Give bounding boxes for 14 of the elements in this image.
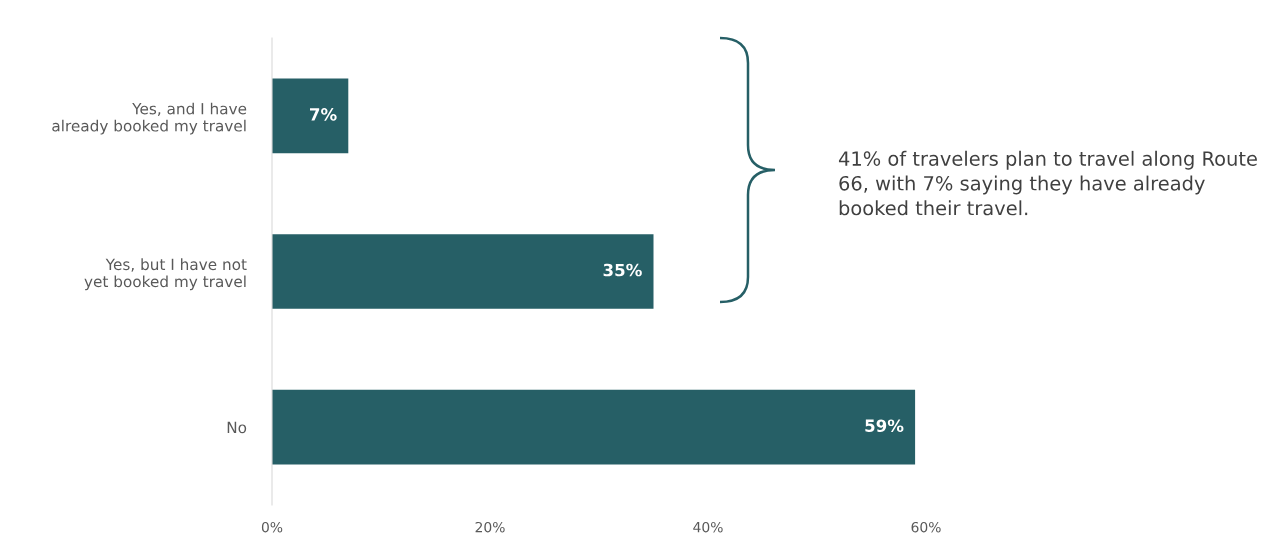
x-tick-label: 60% <box>911 521 941 533</box>
x-tick-label: 0% <box>261 521 283 533</box>
bar <box>272 389 916 465</box>
y-tick-label: Yes, and I have already booked my travel <box>52 102 247 135</box>
data-label: 35% <box>603 263 642 277</box>
annotation: 41% of travelers plan to travel along Route 66, with 7% saying they have already booked their travel. <box>838 150 1257 216</box>
data-label: 7% <box>310 108 337 121</box>
bar <box>272 234 654 309</box>
x-tick-label: 20% <box>475 521 505 533</box>
data-label: 59% <box>865 419 904 432</box>
y-tick-label: Yes, but I have not yet booked my travel <box>84 258 247 291</box>
x-tick-label: 40% <box>693 521 723 533</box>
bar <box>272 78 349 154</box>
y-tick-label: No <box>227 421 247 434</box>
